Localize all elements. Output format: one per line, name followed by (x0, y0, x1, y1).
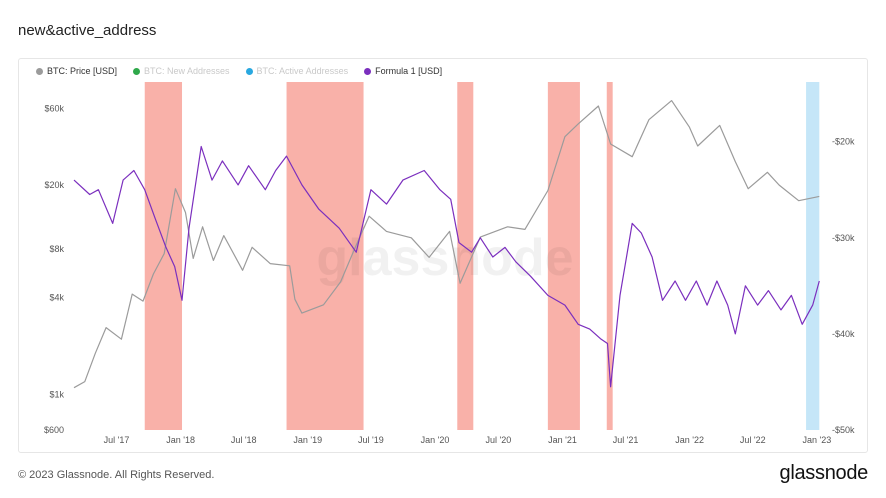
copyright: © 2023 Glassnode. All Rights Reserved. (18, 469, 215, 481)
legend-label-price: BTC: Price [USD] (47, 66, 118, 76)
legend-label-new-addresses: BTC: New Addresses (144, 66, 230, 76)
x-tick-label: Jul '18 (231, 435, 257, 445)
x-tick-label: Jul '22 (740, 435, 766, 445)
x-tick-label: Jan '23 (802, 435, 831, 445)
legend: BTC: Price [USD] BTC: New Addresses BTC:… (36, 66, 442, 76)
x-tick-label: Jul '17 (104, 435, 130, 445)
highlight-band-2 (457, 82, 474, 430)
left-tick-label: $1k (49, 389, 64, 399)
active-addresses-dot-icon (245, 67, 253, 75)
right-tick-label: -$40k (832, 329, 855, 339)
highlight-band-5 (806, 82, 820, 430)
x-tick-label: Jul '20 (486, 435, 512, 445)
legend-item-new-addresses[interactable]: BTC: New Addresses (133, 66, 230, 76)
legend-label-active-addresses: BTC: Active Addresses (256, 66, 349, 76)
left-tick-label: $8k (49, 244, 64, 254)
series-line-price (73, 100, 820, 389)
left-tick-label: $4k (49, 292, 64, 302)
legend-item-formula[interactable]: Formula 1 [USD] (364, 66, 442, 76)
legend-item-active-addresses[interactable]: BTC: Active Addresses (245, 66, 349, 76)
x-tick-label: Jan '22 (675, 435, 704, 445)
left-tick-label: $20k (44, 180, 64, 190)
left-tick-label: $600 (44, 425, 64, 435)
x-tick-label: Jan '19 (293, 435, 322, 445)
x-tick-label: Jan '21 (548, 435, 577, 445)
right-tick-label: -$30k (832, 233, 855, 243)
new-addresses-dot-icon (133, 67, 141, 75)
x-tick-label: Jul '21 (613, 435, 639, 445)
series-line-formula (73, 145, 820, 388)
highlight-band-1 (286, 82, 364, 430)
x-tick-label: Jul '19 (358, 435, 384, 445)
right-tick-label: -$20k (832, 137, 855, 147)
left-tick-label: $60k (44, 103, 64, 113)
highlight-band-4 (606, 82, 613, 430)
x-tick-label: Jan '20 (421, 435, 450, 445)
formula-dot-icon (364, 67, 372, 75)
chart-title: new&active_address (18, 22, 157, 39)
x-tick-label: Jan '18 (166, 435, 195, 445)
right-tick-label: -$50k (832, 425, 855, 435)
price-dot-icon (36, 67, 43, 75)
legend-label-formula: Formula 1 [USD] (375, 66, 443, 76)
brand-logo: glassnode (779, 462, 869, 484)
legend-item-price[interactable]: BTC: Price [USD] (36, 66, 117, 76)
